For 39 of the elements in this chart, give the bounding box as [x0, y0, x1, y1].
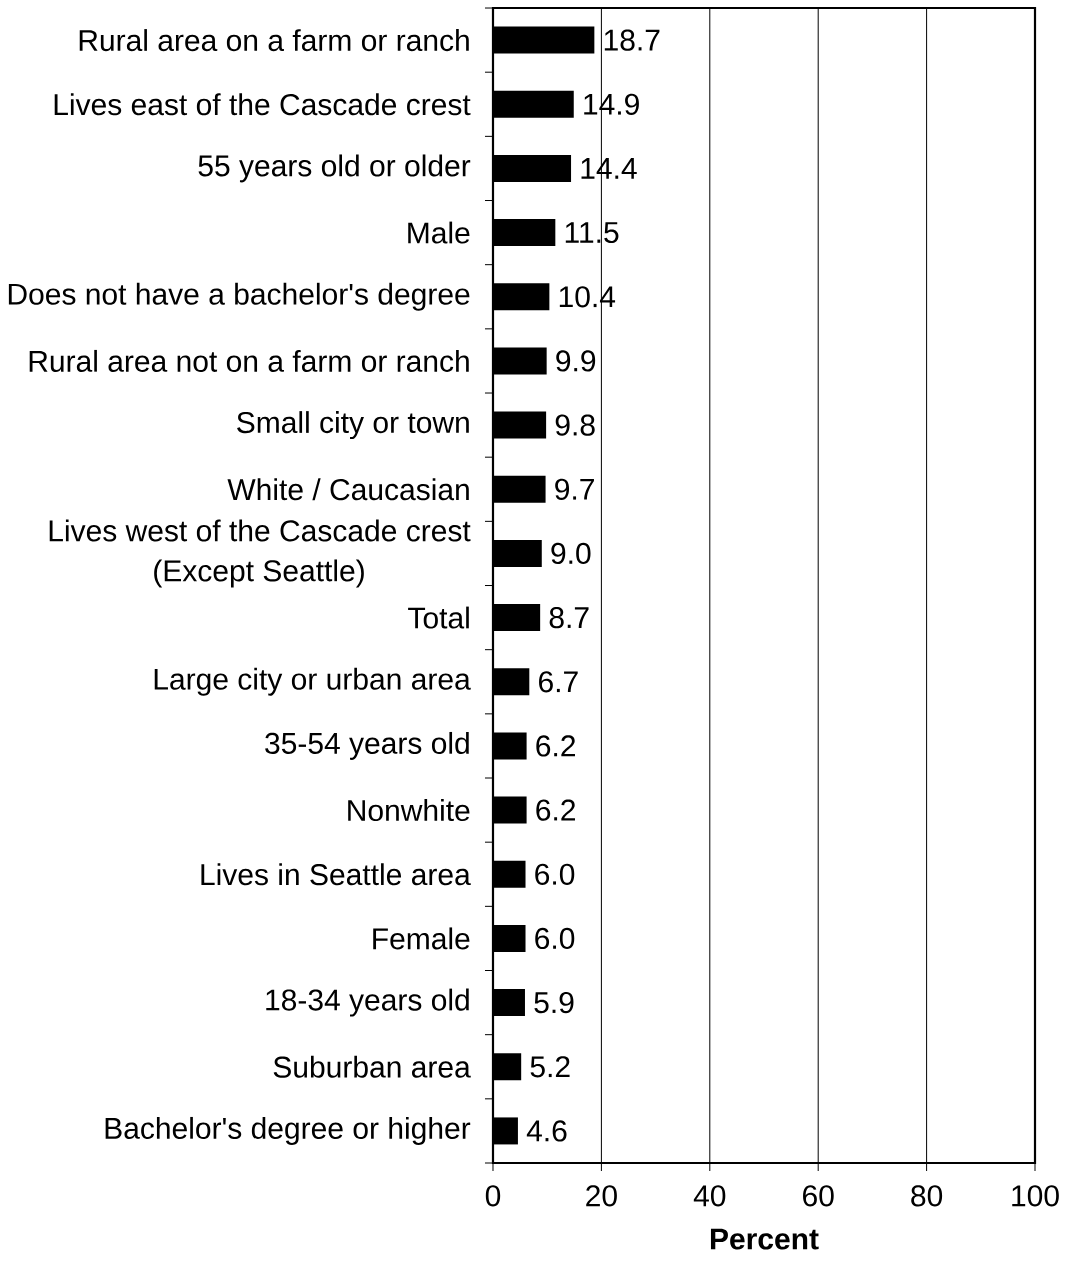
y-tick-label: Lives in Seattle area [201, 863, 471, 886]
y-tick-label: Suburban area [273, 1055, 471, 1078]
data-label: 9.7 [555, 478, 594, 500]
data-label: 9.8 [555, 414, 595, 436]
y-tick-label: Small city or town [237, 411, 469, 440]
y-tick-label: Rural area not on a farm or ranch [29, 349, 469, 372]
y-tick-label: Lives west of the Cascade crest (Except Seattle) [49, 519, 471, 588]
data-label: 6.7 [539, 671, 578, 693]
x-axis-title: Percent [710, 1228, 819, 1250]
data-label: 9.0 [551, 542, 591, 565]
y-tick-label: Large city or urban area [154, 667, 471, 696]
y-tick-label: White / Caucasian [227, 478, 469, 501]
data-label: 5.9 [534, 991, 574, 1014]
y-tick-label: 55 years old or older [198, 154, 471, 183]
data-label: 9.9 [556, 350, 596, 372]
data-label: 5.2 [530, 1056, 570, 1078]
data-label: 6.2 [536, 799, 575, 821]
x-tick-label: 100 [1012, 1185, 1059, 1207]
data-label: 6.0 [535, 863, 575, 885]
y-tick-label: Female [373, 927, 470, 950]
x-tick-label: 0 [485, 1185, 501, 1207]
x-tick-label: 40 [693, 1185, 726, 1207]
y-tick-label: 18-34 years old [266, 988, 469, 1017]
y-tick-label: Lives east of the Cascade crest [54, 93, 471, 116]
data-label: 6.2 [536, 735, 575, 757]
data-label: 18.7 [604, 29, 660, 51]
data-label: 6.0 [535, 927, 575, 950]
y-tick-label: Male [408, 221, 470, 244]
x-tick-label: 80 [911, 1185, 943, 1207]
x-tick-label: 60 [803, 1185, 834, 1207]
y-tick-label: 35-54 years old [265, 731, 469, 760]
data-label: 4.6 [526, 1120, 567, 1142]
y-tick-label: Does not have a bachelor's degree [8, 282, 470, 311]
data-label: 8.7 [549, 606, 589, 629]
y-tick-label: Bachelor's degree or higher [105, 1116, 471, 1145]
y-tick-label: Total [408, 606, 469, 629]
x-tick-label: 20 [586, 1185, 617, 1207]
y-tick-label: Rural area on a farm or ranch [79, 29, 469, 52]
y-tick-label: Nonwhite [348, 799, 470, 822]
